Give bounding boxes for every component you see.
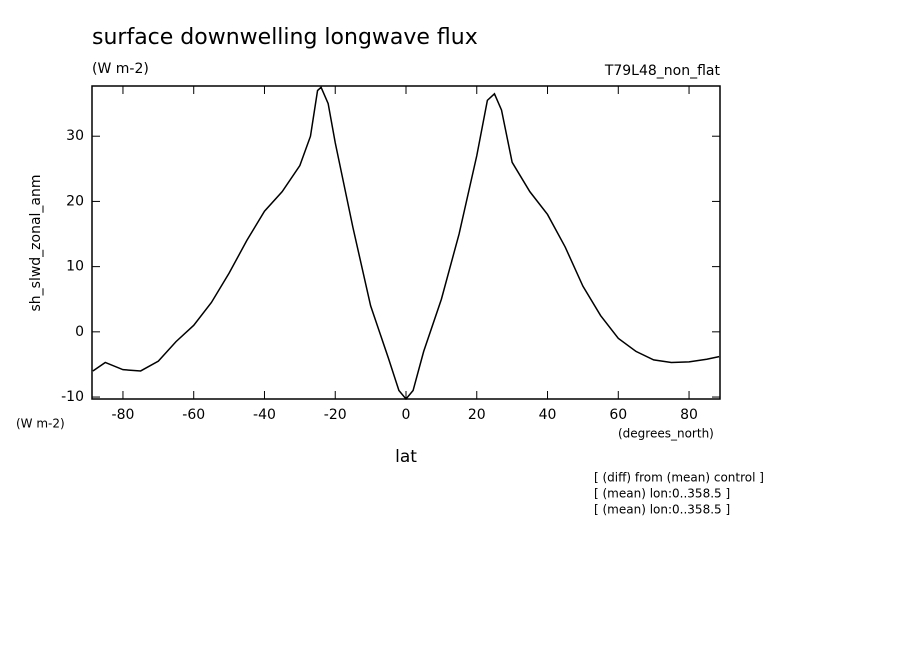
x-tick-label: 20 xyxy=(468,407,486,423)
x-tick-label: -60 xyxy=(182,407,205,423)
x-tick-label: -20 xyxy=(324,407,347,423)
x-tick-label: 40 xyxy=(539,407,557,423)
x-tick-label: 60 xyxy=(609,407,627,423)
y-tick-label: -10 xyxy=(61,389,84,405)
annotation: [ (diff) from (mean) control ] xyxy=(594,471,764,485)
subtitle: (W m-2) xyxy=(92,61,149,77)
y-tick-label: 10 xyxy=(66,259,84,275)
y-units: (W m-2) xyxy=(16,417,65,431)
x-tick-label: -40 xyxy=(253,407,276,423)
data-line xyxy=(92,86,720,401)
y-tick-label: 30 xyxy=(66,128,84,144)
annotation: [ (mean) lon:0..358.5 ] xyxy=(594,503,730,517)
x-units: (degrees_north) xyxy=(618,427,714,441)
y-tick-label: 20 xyxy=(66,193,84,209)
x-tick-label: 0 xyxy=(402,407,411,423)
plot-frame xyxy=(91,85,721,400)
annotation: [ (mean) lon:0..358.5 ] xyxy=(594,487,730,501)
x-axis-label: lat xyxy=(395,447,417,467)
chart-title: surface downwelling longwave flux xyxy=(92,25,478,50)
x-tick-label: 80 xyxy=(680,407,698,423)
run-label: T79L48_non_flat xyxy=(604,63,721,79)
y-tick-label: 0 xyxy=(75,324,84,340)
y-axis-label: sh_slwd_zonal_anm xyxy=(28,174,44,311)
x-tick-label: -80 xyxy=(112,407,135,423)
